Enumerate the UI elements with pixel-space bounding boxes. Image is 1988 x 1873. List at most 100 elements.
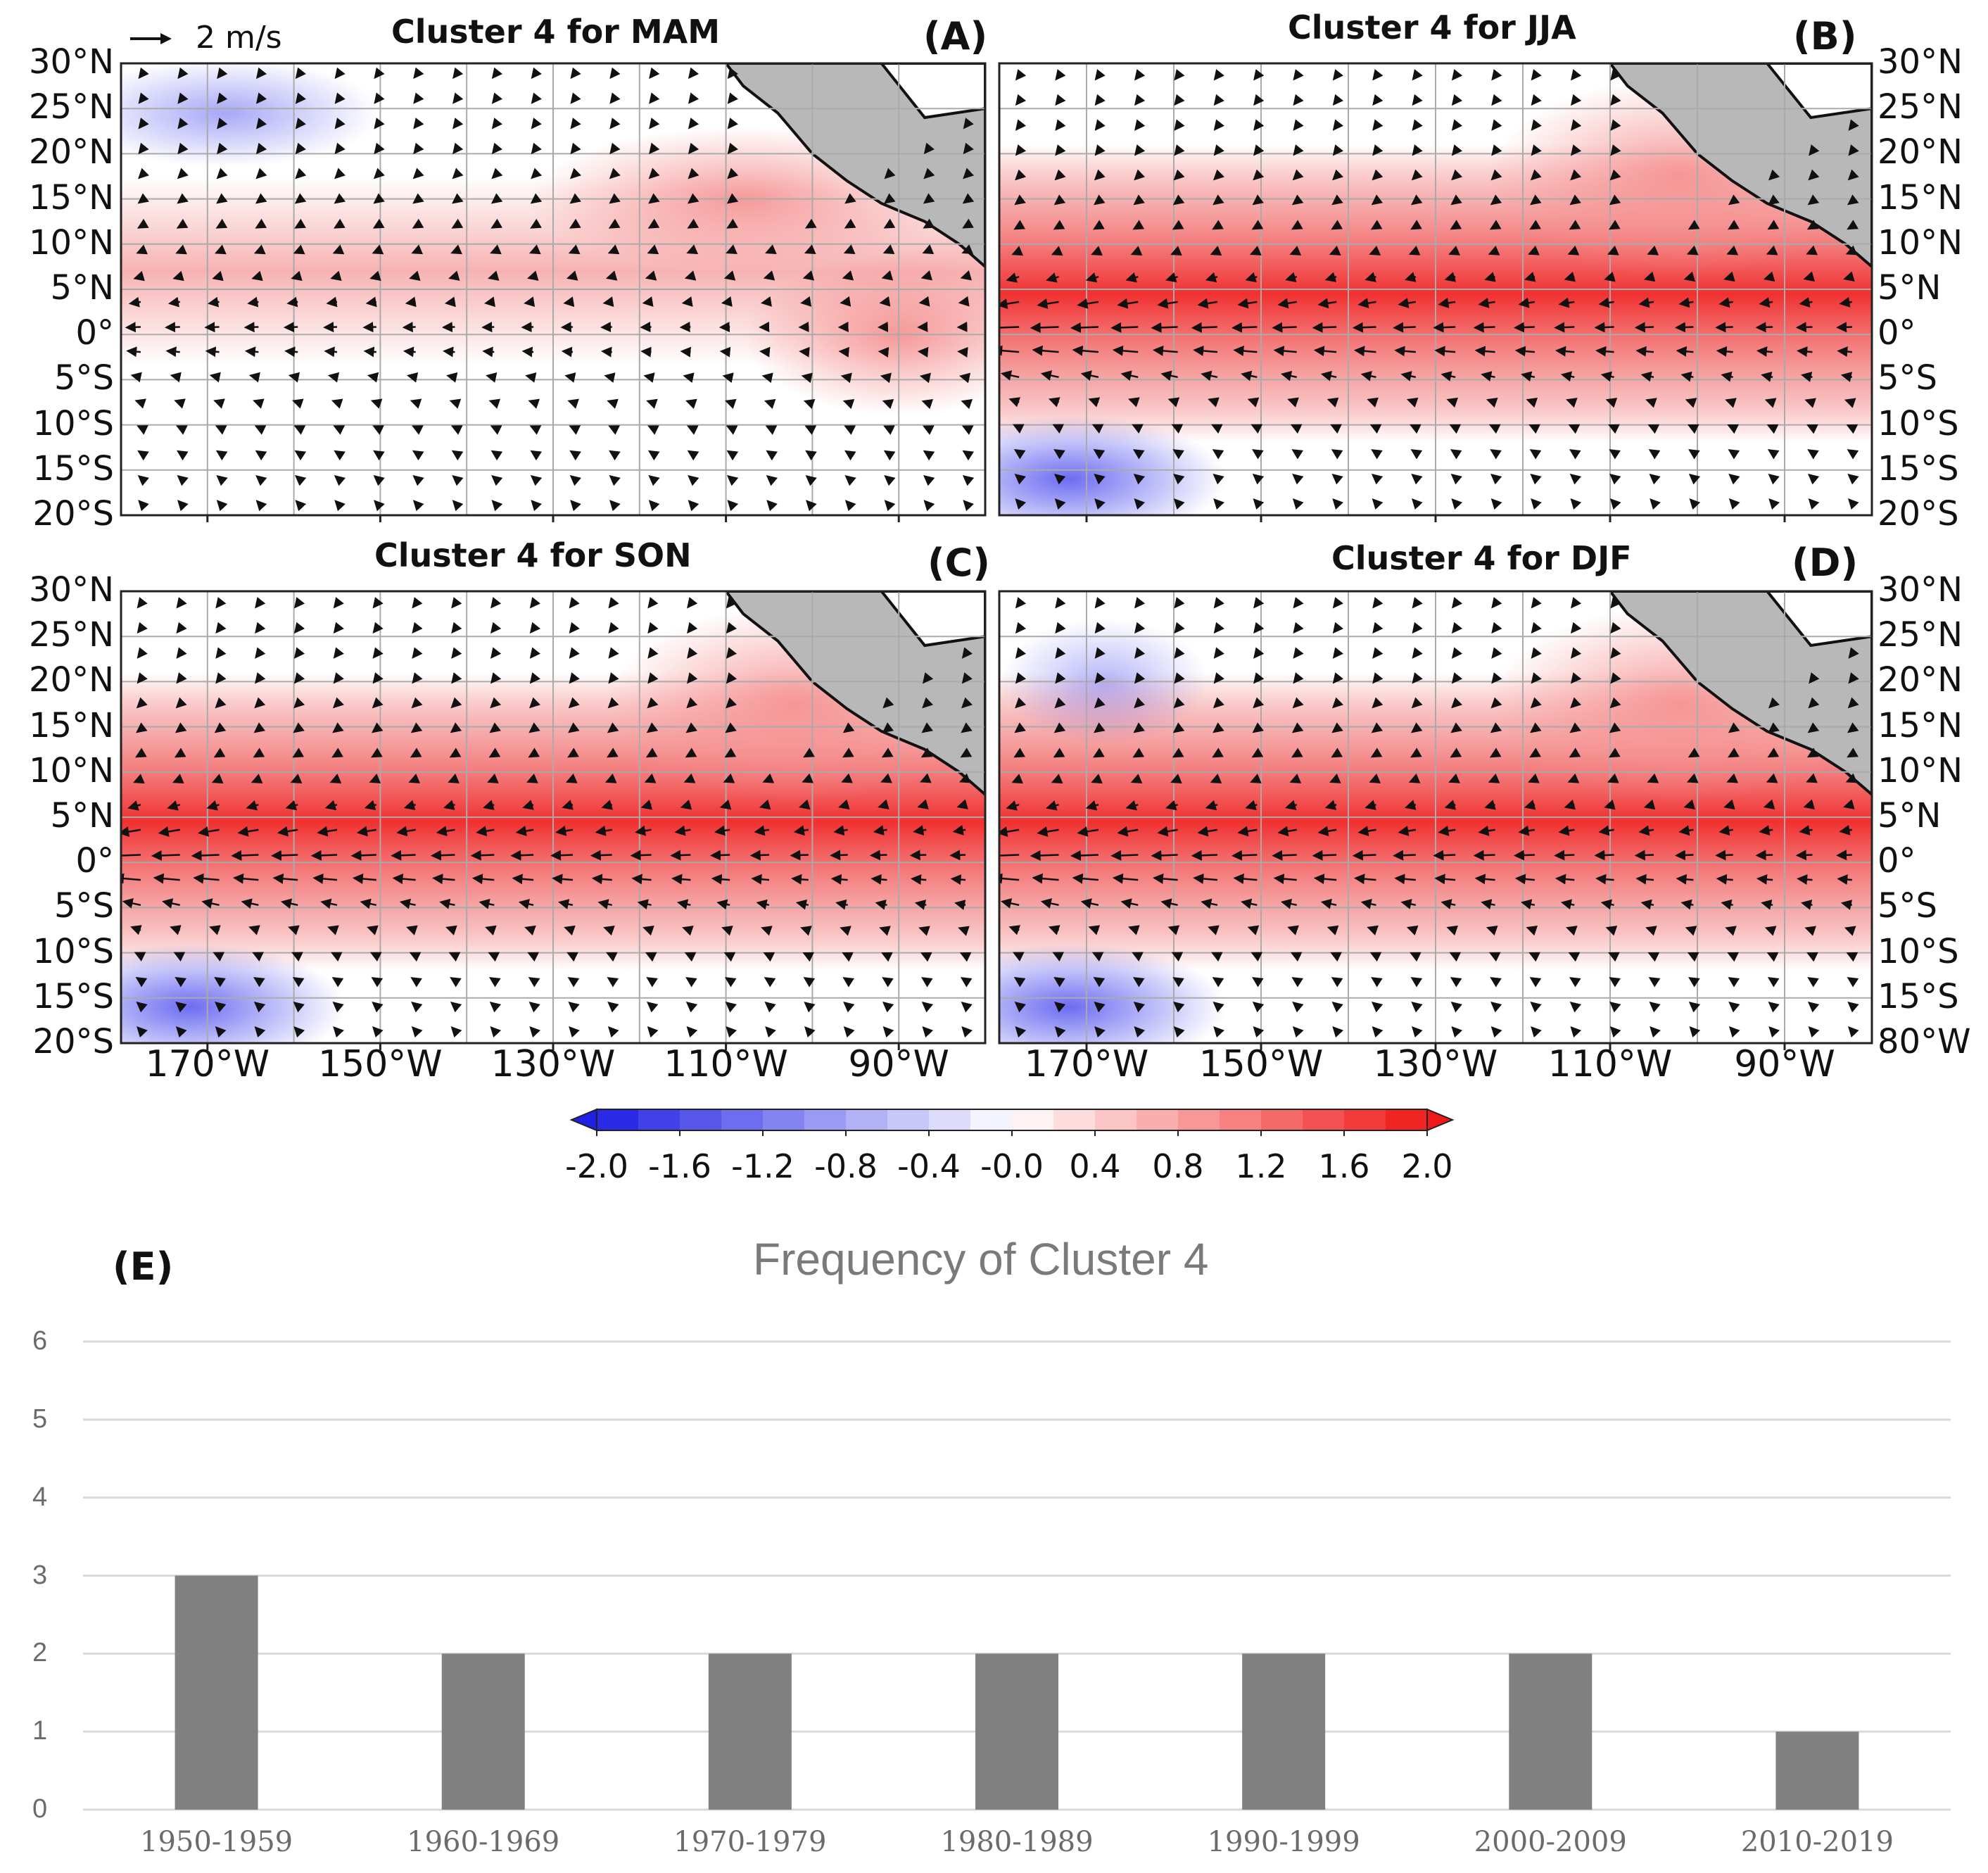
lon-label: 110°W	[1547, 1043, 1673, 1085]
lat-label: 0°	[75, 841, 114, 881]
lat-label: 30°N	[1878, 570, 1963, 610]
lon-label: 150°W	[1198, 1043, 1324, 1085]
lat-label: 25°N	[1878, 87, 1963, 127]
colorbar-tick-label: 1.2	[1235, 1147, 1287, 1185]
panel-a-title: Cluster 4 for MAM	[391, 13, 721, 51]
lat-label: 5°N	[50, 268, 114, 308]
colorbar-swatch	[887, 1109, 930, 1130]
lat-label: 5°N	[50, 796, 114, 835]
colorbar-swatch	[638, 1109, 680, 1130]
colorbar-swatch	[1303, 1109, 1345, 1130]
x-tick-label: 1960-1969	[407, 1826, 560, 1858]
colorbar-tick-label: -1.2	[731, 1147, 794, 1185]
lon-label: 90°W	[1734, 1043, 1835, 1085]
lat-label: 0°	[75, 313, 114, 353]
colorbar	[569, 1108, 1455, 1136]
lon-label: 130°W	[1373, 1043, 1498, 1085]
panel-c-tag: (C)	[927, 541, 990, 585]
colorbar-swatch	[1053, 1109, 1096, 1130]
colorbar-swatch	[929, 1109, 971, 1130]
colorbar-swatch	[846, 1109, 888, 1130]
bar-2000-2009	[1509, 1653, 1593, 1810]
x-tick-label: 1970-1979	[673, 1826, 827, 1858]
panel-a-tag: (A)	[923, 14, 988, 58]
lat-label: 20°S	[32, 494, 114, 534]
colorbar-tick-label: -2.0	[565, 1147, 628, 1185]
map-panel-a	[120, 62, 987, 522]
colorbar-tick-label: -0.4	[897, 1147, 961, 1185]
panel-b-title: Cluster 4 for JJA	[1288, 8, 1576, 46]
bar-1980-1989	[975, 1653, 1058, 1810]
lat-label: 15°S	[1878, 448, 1959, 488]
panel-b-tag: (B)	[1793, 14, 1857, 58]
lat-label: 5°S	[1878, 886, 1938, 926]
lat-label: 15°S	[32, 448, 114, 488]
lat-label: 10°N	[29, 222, 114, 263]
lat-label: 5°S	[1878, 358, 1938, 398]
x-tick-label: 2010-2019	[1740, 1826, 1894, 1858]
colorbar-swatch	[970, 1109, 1013, 1130]
lat-label: 5°S	[53, 886, 114, 926]
colorbar-tick-label: 0.4	[1069, 1147, 1121, 1185]
scale-label: 2 m/s	[196, 20, 282, 56]
bar-1990-1999	[1242, 1653, 1326, 1810]
lat-label: 5°N	[1878, 796, 1942, 835]
colorbar-tick-label: 1.6	[1318, 1147, 1370, 1185]
lat-label: 15°S	[32, 976, 114, 1016]
y-tick-label: 5	[32, 1404, 48, 1434]
map-panel-b	[998, 62, 1873, 522]
colorbar-tick-label: 0.8	[1152, 1147, 1204, 1185]
wind-anomaly-maps	[120, 62, 1873, 1050]
colorbar-tick-label: -1.6	[648, 1147, 711, 1185]
colorbar-swatch	[1137, 1109, 1179, 1130]
y-tick-label: 6	[32, 1326, 48, 1356]
y-tick-label: 1	[32, 1716, 48, 1746]
x-tick-label: 1950-1959	[140, 1826, 293, 1858]
colorbar-swatch	[804, 1109, 847, 1130]
lat-label: 15°N	[1878, 177, 1963, 217]
colorbar-tick-label: -0.0	[980, 1147, 1044, 1185]
lat-label: 0°	[1878, 313, 1916, 353]
lat-label: 10°S	[32, 931, 114, 971]
colorbar-min-arrow	[569, 1108, 597, 1132]
y-tick-label: 2	[32, 1638, 48, 1668]
x-tick-label: 2000-2009	[1474, 1826, 1627, 1858]
x-tick-label: 1980-1989	[940, 1826, 1094, 1858]
lat-label: 15°N	[29, 705, 114, 745]
colorbar-swatch	[721, 1109, 764, 1130]
lon-label: 90°W	[848, 1043, 949, 1085]
lat-label: 20°N	[1878, 132, 1963, 172]
lat-label: 5°N	[1878, 268, 1942, 308]
y-tick-label: 0	[32, 1794, 48, 1824]
lat-label: 20°N	[29, 132, 114, 172]
colorbar-swatch	[1095, 1109, 1137, 1130]
lon-label: 170°W	[145, 1043, 270, 1085]
colorbar-tick-label: 2.0	[1401, 1147, 1453, 1185]
map-panel-d	[998, 590, 1873, 1050]
colorbar-swatch	[1386, 1109, 1428, 1130]
chart-title: Frequency of Cluster 4	[753, 1234, 1209, 1285]
lon-label: 150°W	[318, 1043, 443, 1085]
lat-label: 10°N	[1878, 222, 1963, 263]
lat-label: 10°S	[32, 403, 114, 443]
lat-label: 15°S	[1878, 976, 1959, 1016]
lat-label: 20°S	[1878, 494, 1959, 534]
lat-label: 15°N	[1878, 705, 1963, 745]
bar-2010-2019	[1775, 1732, 1859, 1810]
bar-1950-1959	[175, 1575, 258, 1810]
colorbar-max-arrow	[1426, 1108, 1455, 1132]
lon-label: 130°W	[490, 1043, 616, 1085]
chart-panel-tag: (E)	[113, 1244, 174, 1289]
y-tick-label: 4	[32, 1482, 48, 1512]
lat-label: 20°S	[32, 1022, 114, 1061]
lat-label: 10°S	[1878, 403, 1959, 443]
lat-label: 20°N	[1878, 660, 1963, 700]
frequency-bar-chart	[83, 1340, 1951, 1811]
lon-label: 170°W	[1024, 1043, 1149, 1085]
lon-label: 110°W	[664, 1043, 788, 1085]
scale-arrow-icon	[130, 33, 172, 44]
colorbar-swatch	[1344, 1109, 1386, 1130]
map-panel-c	[120, 590, 987, 1050]
lat-label: 25°N	[29, 87, 114, 127]
